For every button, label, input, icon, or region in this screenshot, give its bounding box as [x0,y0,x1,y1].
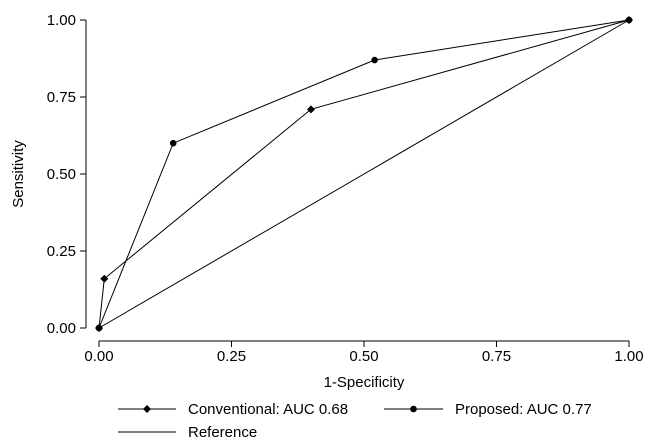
series-line [98,19,630,329]
y-tick-label: 0.50 [47,166,76,183]
x-tick-label: 0.25 [217,348,246,365]
y-tick-label: 0.25 [47,243,76,260]
y-tick-label: 0.75 [47,89,76,106]
series-line [98,19,630,329]
series-line [98,19,630,329]
data-point [371,56,378,64]
data-point [307,105,315,114]
plot-area [95,16,633,332]
legend-key-marker [410,405,417,413]
data-point [100,274,109,283]
series-1 [95,16,633,332]
x-tick-label: 1.00 [614,348,643,365]
data-point [169,139,177,147]
x-tick-label: 0.00 [84,348,113,365]
x-tick-labels: 0.00 0.25 0.50 0.75 1.00 [84,348,643,365]
legend-label-proposed: Proposed: AUC 0.77 [455,401,592,418]
y-tick-label: 1.00 [47,12,76,29]
legend-key-marker [143,405,151,413]
x-axis-title: 1-Specificity [324,374,405,391]
series-2 [98,19,630,329]
y-axis-title: Sensitivity [10,140,27,208]
y-tick-label: 0.00 [47,320,76,337]
x-tick-label: 0.50 [349,348,378,365]
x-tick-label: 0.75 [482,348,511,365]
y-tick-labels: 0.00 0.25 0.50 0.75 1.00 [47,12,76,337]
axes [80,19,630,347]
legend-label-reference: Reference [188,424,257,438]
legend: Conventional: AUC 0.68 Proposed: AUC 0.7… [118,401,592,441]
legend-label-conventional: Conventional: AUC 0.68 [188,401,348,418]
